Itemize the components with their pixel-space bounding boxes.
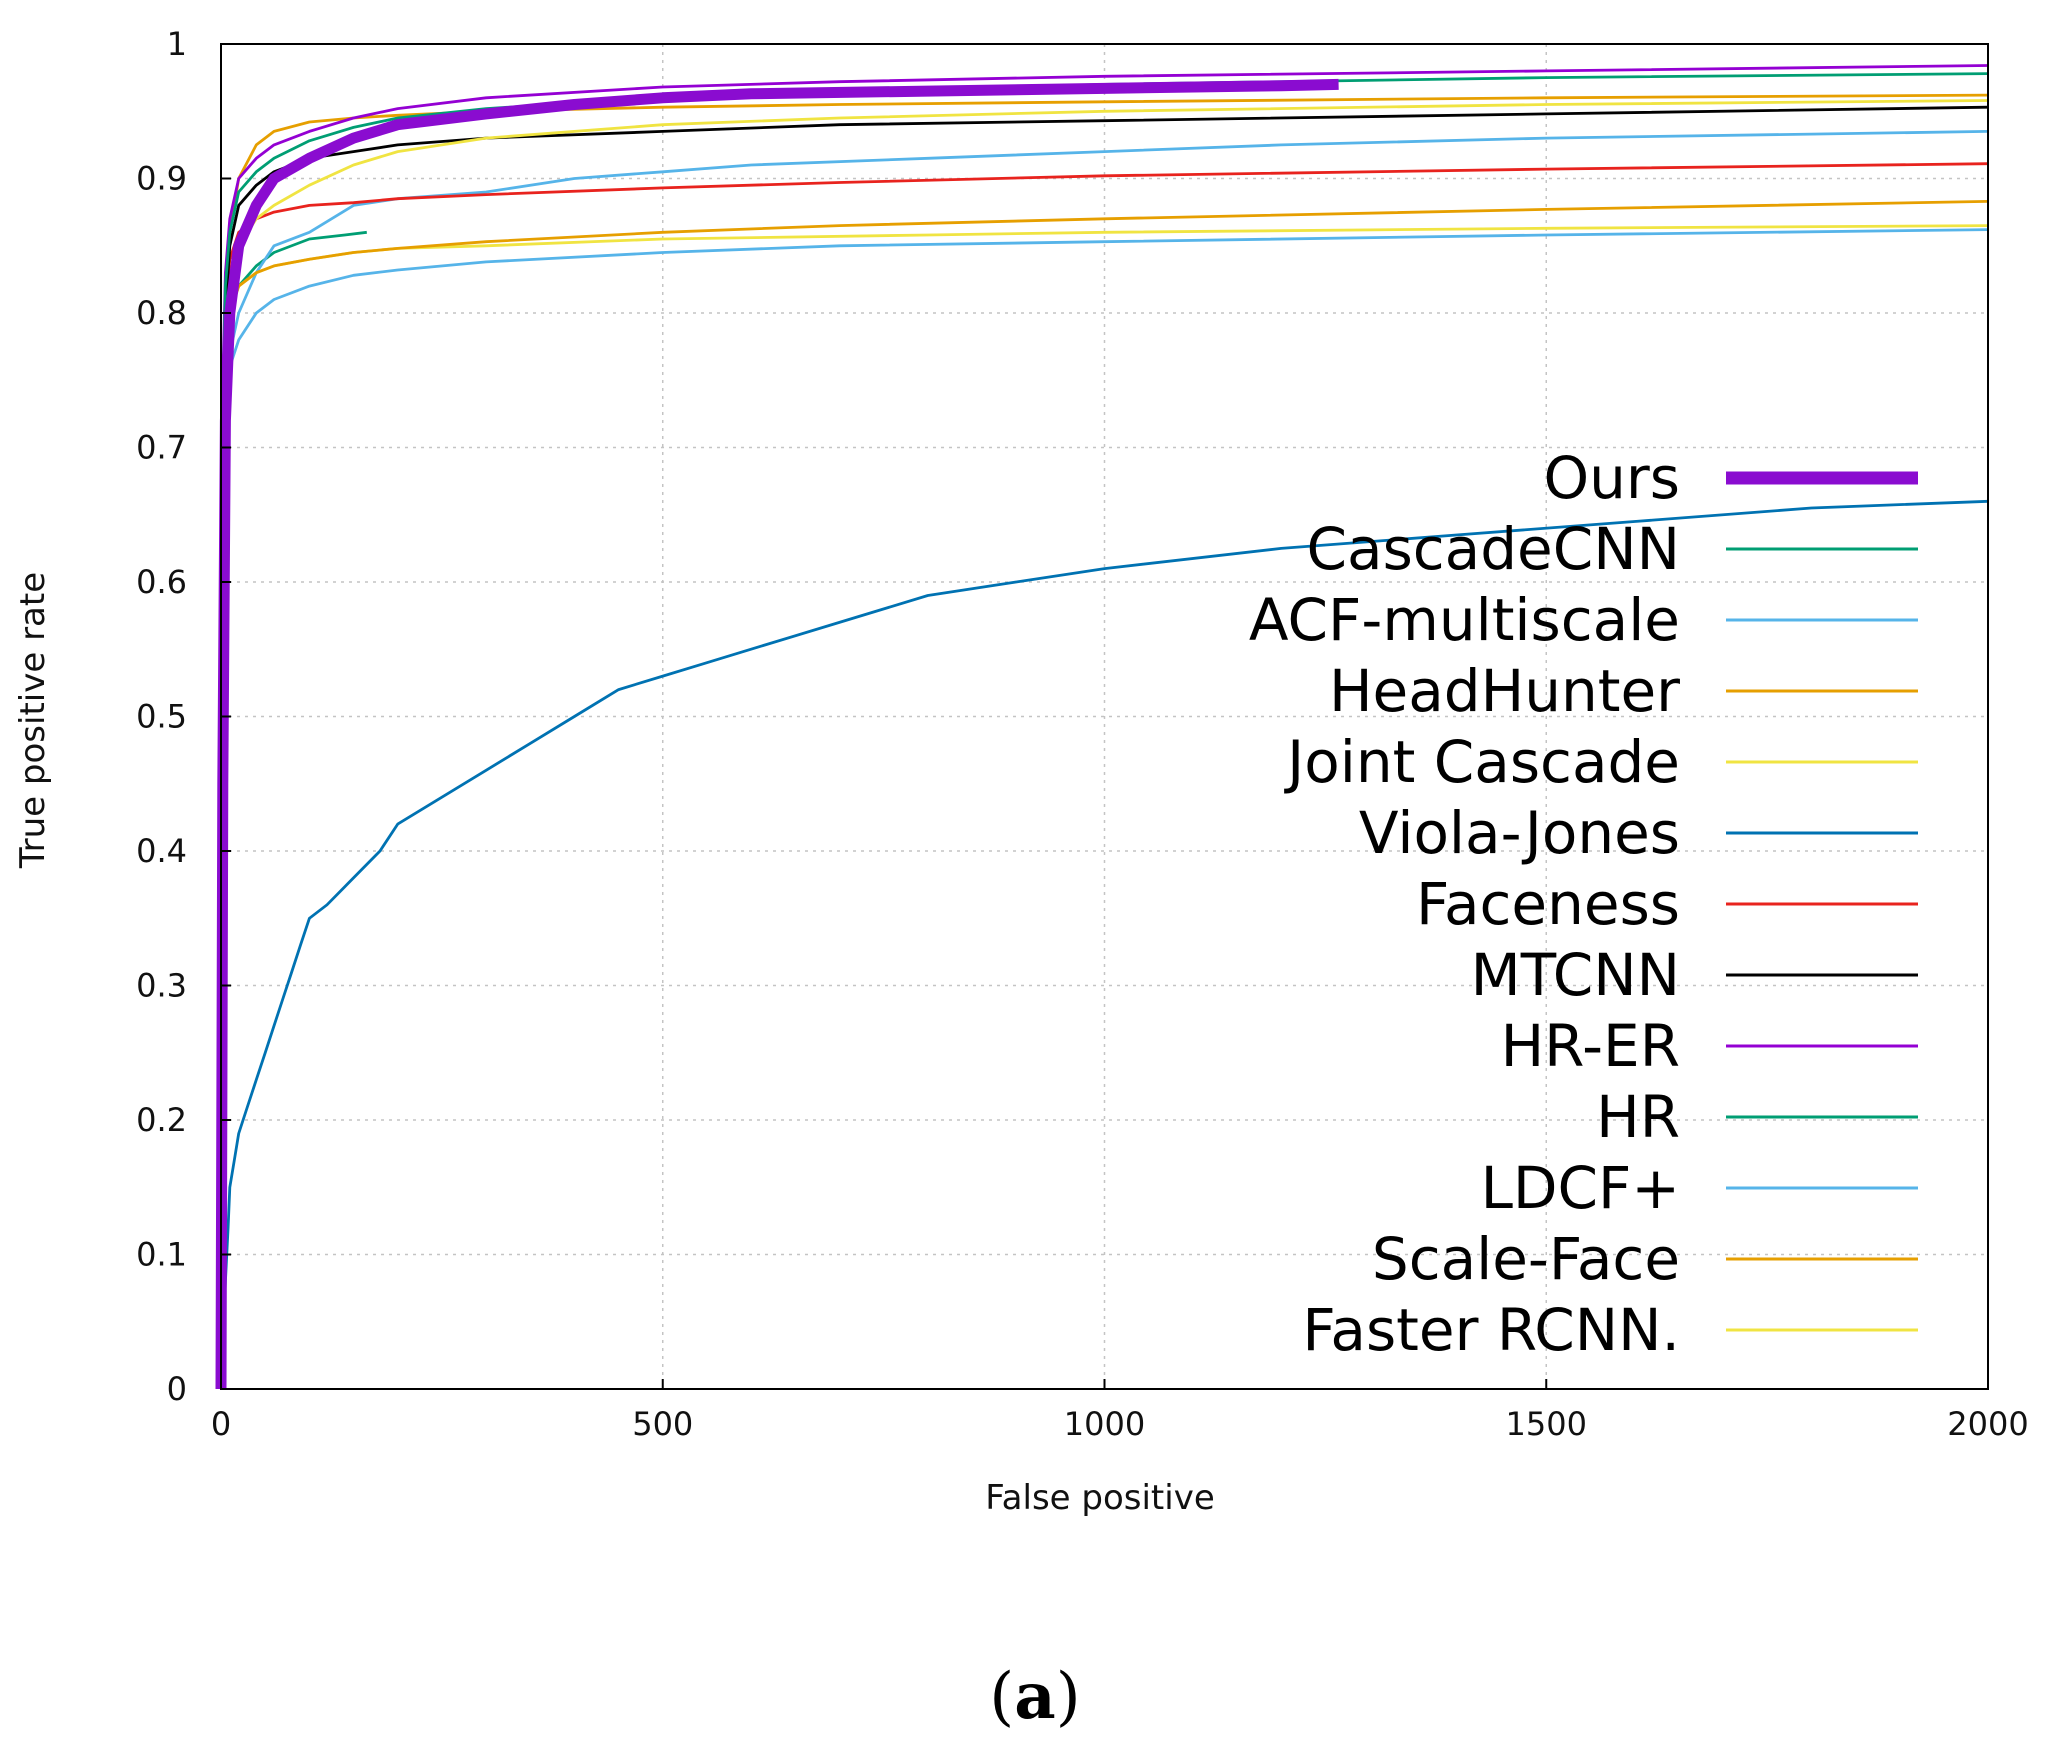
caption-close-paren: )	[1056, 1660, 1081, 1734]
x-tick-label: 1000	[1064, 1405, 1145, 1443]
legend-label-acf-multiscale: ACF-multiscale	[1249, 586, 1680, 654]
series-line-viola-jones	[219, 499, 1989, 1390]
legend-label-cascadecnn: CascadeCNN	[1307, 515, 1680, 583]
figure-caption: (a)	[989, 1659, 1080, 1734]
y-tick-label: 0.5	[136, 698, 187, 736]
y-tick-label: 0.4	[136, 832, 187, 870]
series-line-scale-face	[219, 200, 1989, 1390]
y-tick-label: 0.3	[136, 967, 187, 1005]
legend-label-ours: Ours	[1544, 444, 1680, 512]
legend-label-faster-rcnn: Faster RCNN.	[1302, 1296, 1680, 1364]
x-tick-label: 0	[211, 1405, 231, 1443]
y-tick-label: 0.2	[136, 1101, 187, 1139]
legend-label-hr-er: HR-ER	[1501, 1012, 1680, 1080]
y-tick-label: 0.8	[136, 294, 187, 332]
y-tick-label: 0.7	[136, 429, 187, 467]
series-lines	[215, 64, 1989, 1390]
grid	[221, 44, 1988, 1389]
legend-label-faceness: Faceness	[1416, 870, 1680, 938]
caption-open-paren: (	[989, 1660, 1014, 1734]
y-tick-label: 0.6	[136, 563, 187, 601]
legend-label-scale-face: Scale-Face	[1372, 1225, 1680, 1293]
series-line-mtcnn	[219, 105, 1989, 1390]
legend-label-hr: HR	[1596, 1083, 1680, 1151]
series-line-acf-multiscale	[219, 130, 1989, 1390]
series-line-ldcf	[219, 228, 1989, 1390]
x-tick-label: 500	[632, 1405, 693, 1443]
legend: OursCascadeCNNACF-multiscaleHeadHunterJo…	[1249, 444, 1918, 1364]
x-tick-label: 1500	[1506, 1405, 1587, 1443]
x-tick-label: 2000	[1947, 1405, 2028, 1443]
series-line-ours	[215, 78, 1339, 1390]
legend-label-ldcf: LDCF+	[1481, 1154, 1680, 1222]
x-axis-label: False positive	[985, 1478, 1215, 1518]
y-tick-label: 0.1	[136, 1236, 187, 1274]
legend-label-mtcnn: MTCNN	[1471, 941, 1680, 1009]
tick-labels: 0 500 1000 1500 2000 0 0.1 0.2 0.3 0.4 0.5 0.6 0.7 0.…	[136, 25, 2029, 1443]
legend-label-joint-cascade: Joint Cascade	[1284, 728, 1680, 796]
legend-label-headhunter: HeadHunter	[1329, 657, 1680, 725]
legend-label-viola-jones: Viola-Jones	[1359, 799, 1680, 867]
y-axis-label: True positive rate	[13, 572, 53, 869]
y-tick-label: 1	[167, 25, 187, 63]
series-line-cascadecnn	[219, 230, 367, 1390]
y-tick-label: 0	[167, 1370, 187, 1408]
y-tick-label: 0.9	[136, 160, 187, 198]
caption-letter: a	[1014, 1659, 1055, 1734]
